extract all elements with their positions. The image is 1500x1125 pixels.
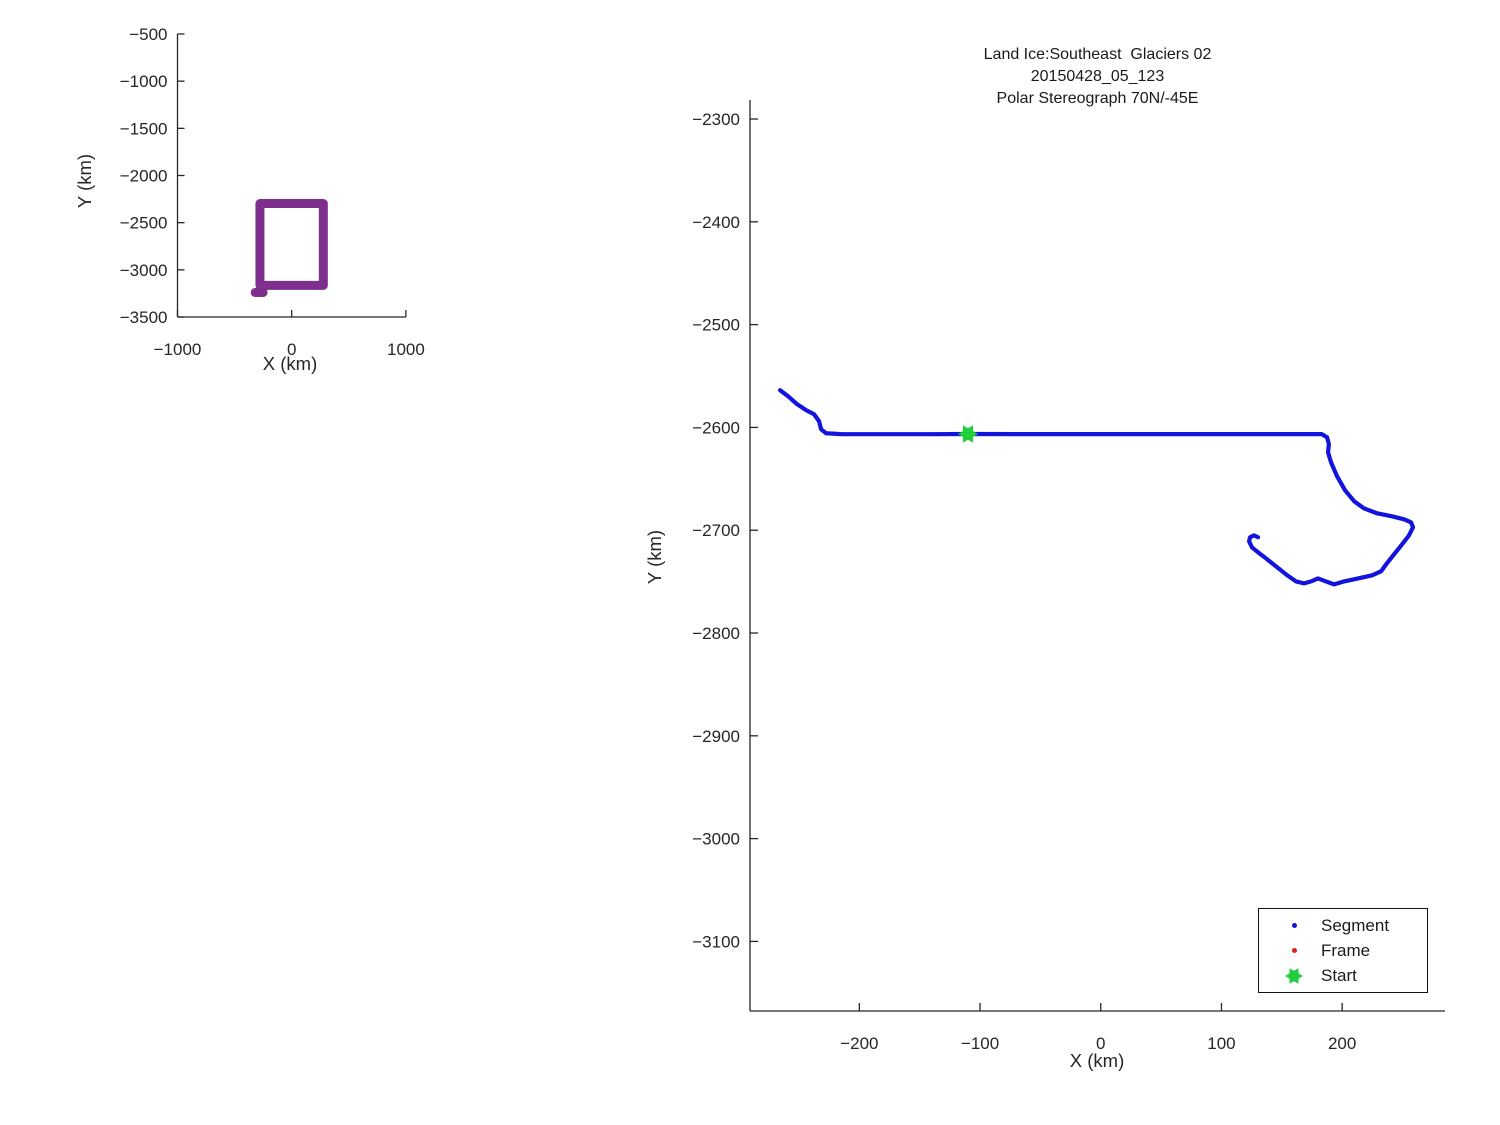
overview-y-tick-label: −1000 — [120, 72, 168, 91]
frame-dot-icon — [1291, 948, 1297, 953]
overview-x-tick-label: 0 — [287, 340, 296, 359]
track-extent-outline — [255, 199, 328, 290]
detail-x-tick-label: −100 — [961, 1034, 999, 1053]
segment-dot-icon — [1291, 923, 1297, 928]
figure-title: Land Ice:Southeast Glaciers 02 20150428_… — [750, 44, 1445, 110]
legend-label-segment: Segment — [1321, 915, 1390, 935]
legend-item-frame: Frame — [1259, 938, 1427, 963]
legend: Segment Frame Start — [1258, 908, 1428, 993]
legend-label-start: Start — [1321, 965, 1357, 985]
overview-y-tick-label: −1500 — [120, 119, 168, 138]
detail-x-tick-label: 200 — [1328, 1034, 1356, 1053]
overview-x-axis-label: X (km) — [262, 353, 318, 374]
detail-y-tick-label: −3100 — [692, 932, 740, 951]
legend-item-segment: Segment — [1259, 913, 1427, 938]
title-line-2: 20150428_05_123 — [1030, 68, 1165, 85]
overview-y-tick-label: −3000 — [120, 261, 168, 280]
legend-item-start: Start — [1259, 963, 1427, 988]
overview-y-tick-label: −3500 — [120, 308, 168, 327]
detail-x-tick-label: −200 — [840, 1034, 878, 1053]
chart-overview: −1000 0 1000 −500 −1000 −1500 −2000 −2500 −3000 −… — [120, 25, 425, 359]
detail-y-tick-label: −2600 — [692, 418, 740, 437]
detail-y-tick-label: −2700 — [692, 521, 740, 540]
title-line-3: Polar Stereograph 70N/-45E — [996, 90, 1199, 107]
detail-y-tick-label: −2800 — [692, 624, 740, 643]
start-marker — [957, 425, 978, 443]
detail-y-tick-label: −3000 — [692, 830, 740, 849]
overview-x-tick-label: 1000 — [387, 340, 425, 359]
detail-y-tick-label: −2900 — [692, 727, 740, 746]
segment-track — [777, 388, 1416, 587]
detail-y-tick-label: −2500 — [692, 316, 740, 335]
detail-x-axis-label: X (km) — [1069, 1050, 1125, 1071]
overview-y-tick-label: −2500 — [120, 214, 168, 233]
detail-y-tick-label: −2400 — [692, 213, 740, 232]
legend-label-frame: Frame — [1321, 940, 1371, 960]
overview-y-tick-label: −2000 — [120, 167, 168, 186]
overview-y-tick-label: −500 — [129, 25, 167, 44]
detail-y-tick-label: −2300 — [692, 110, 740, 129]
detail-x-tick-label: 100 — [1207, 1034, 1235, 1053]
start-hexagram-icon — [1285, 967, 1303, 984]
overview-x-tick-label: −1000 — [154, 340, 202, 359]
chart-detail: −200 −100 0 100 200 −2300 −2400 −2500 −2600 −2700… — [692, 100, 1445, 1053]
title-line-1: Land Ice:Southeast Glaciers 02 — [983, 46, 1212, 63]
detail-x-tick-label: 0 — [1096, 1034, 1105, 1053]
